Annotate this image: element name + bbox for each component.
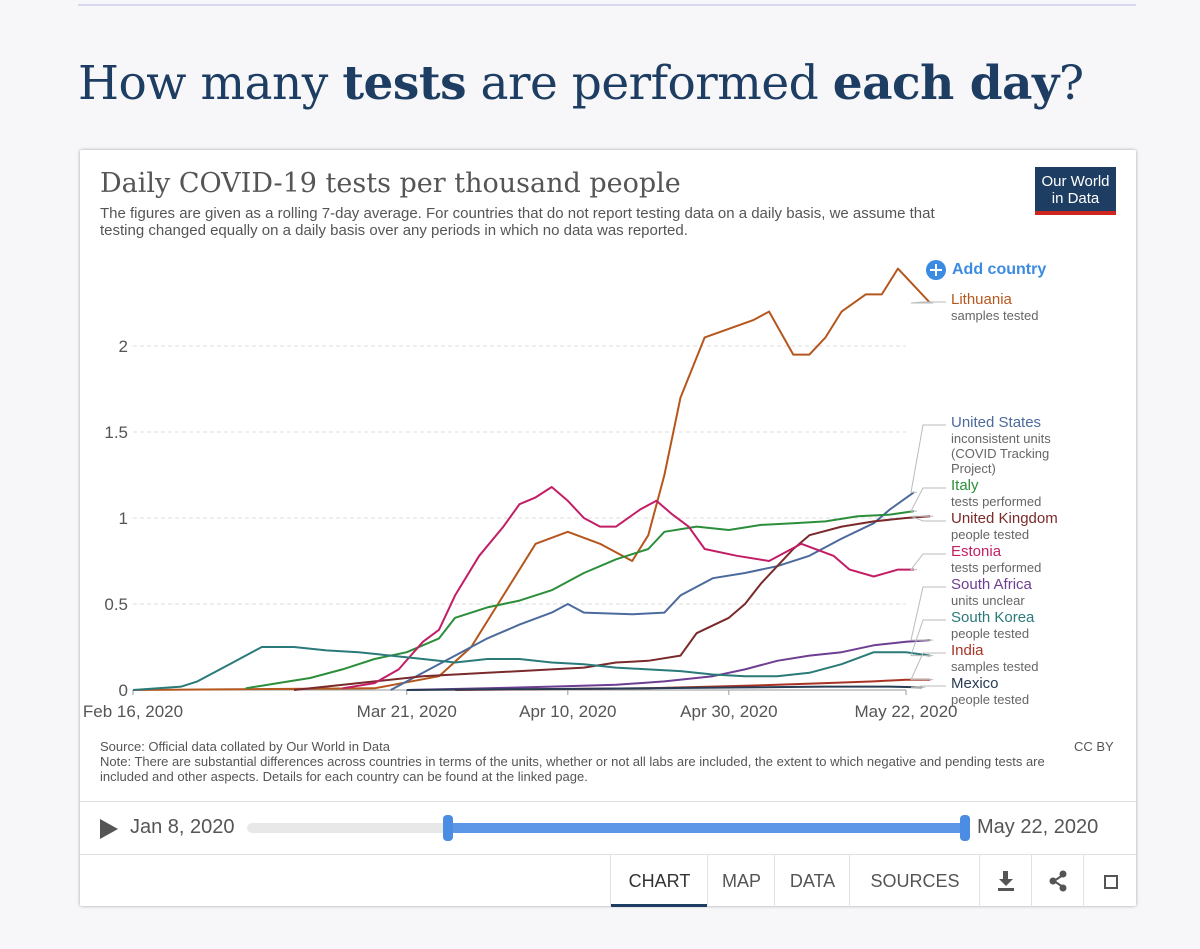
y-tick-label: 0	[119, 681, 128, 700]
legend-sublabel-united-kingdom: people tested	[951, 527, 1029, 542]
x-tick-label: May 22, 2020	[854, 702, 957, 721]
add-country-label: Add country	[952, 261, 1047, 278]
timeline-start-handle[interactable]	[443, 815, 454, 841]
tab-map[interactable]: MAP	[707, 855, 775, 907]
legend-label-united-states: United States	[951, 414, 1041, 431]
legend-sublabel-south-korea: people tested	[951, 626, 1029, 641]
plus-circle-icon	[926, 260, 946, 280]
source-text: Source: Official data collated by Our Wo…	[100, 739, 390, 754]
logo-line-1: Our World	[1041, 173, 1110, 190]
y-tick-label: 1	[119, 509, 128, 528]
series-line-mexico	[406, 685, 923, 691]
legend-sublabel-lithuania: samples tested	[951, 308, 1038, 323]
legend-label-united-kingdom: United Kingdom	[951, 510, 1058, 527]
legend-sublabel-india: samples tested	[951, 659, 1038, 674]
page-title: How many tests are performed each day?	[78, 56, 1084, 111]
legend-label-italy: Italy	[951, 477, 979, 494]
series-line-south-africa	[406, 639, 931, 691]
legend-label-lithuania: Lithuania	[951, 291, 1013, 308]
x-tick-label: Apr 10, 2020	[519, 702, 616, 721]
legend-sublabel-united-states: (COVID Tracking	[951, 446, 1049, 461]
y-tick-label: 0.5	[104, 595, 128, 614]
legend-sublabel-united-states: inconsistent units	[951, 431, 1051, 446]
tab-sources[interactable]: SOURCES	[849, 855, 980, 907]
license-link[interactable]: CC BY	[1074, 739, 1114, 754]
legend-connector	[910, 487, 946, 512]
legend-connector	[909, 553, 946, 571]
y-tick-label: 1.5	[104, 423, 128, 442]
fullscreen-icon[interactable]	[1083, 855, 1136, 907]
timeline-selected-range[interactable]	[448, 823, 965, 833]
legend-connector	[910, 652, 946, 681]
legend-sublabel-mexico: people tested	[951, 692, 1029, 707]
y-tick-label: 2	[119, 337, 128, 356]
source-note: Source: Official data collated by Our Wo…	[100, 739, 1060, 784]
top-divider	[78, 4, 1136, 6]
download-icon[interactable]	[979, 855, 1032, 907]
legend-sublabel-estonia: tests performed	[951, 560, 1041, 575]
line-chart: 0 0.5 1 1.5 2 Feb 16, 2020 Mar 21, 2020 Apr 10,…	[83, 267, 1058, 721]
legend-label-south-africa: South Africa	[951, 576, 1033, 593]
share-icon[interactable]	[1031, 855, 1084, 907]
add-country-button[interactable]: Add country	[926, 260, 1046, 280]
timeline: Jan 8, 2020 May 22, 2020	[80, 801, 1136, 855]
series-line-estonia	[342, 486, 915, 690]
bottom-toolbar: CHART MAP DATA SOURCES	[80, 854, 1136, 907]
legend-connector	[910, 685, 946, 688]
legend-connector	[910, 619, 946, 657]
series-line-italy	[245, 510, 915, 690]
legend-label-south-korea: South Korea	[951, 609, 1035, 626]
legend-connector	[910, 424, 946, 493]
legend-sublabel-united-states: Project)	[951, 461, 996, 476]
chart-title: Daily COVID-19 tests per thousand people	[100, 168, 681, 199]
legend-label-mexico: Mexico	[951, 675, 999, 692]
legend-label-india: India	[951, 642, 984, 659]
legend-sublabel-italy: tests performed	[951, 494, 1041, 509]
tab-data[interactable]: DATA	[774, 855, 850, 907]
legend-label-estonia: Estonia	[951, 543, 1002, 560]
owid-logo[interactable]: Our World in Data	[1035, 167, 1116, 215]
chart-card: Daily COVID-19 tests per thousand people…	[80, 150, 1136, 907]
legend-sublabel-south-africa: units unclear	[951, 593, 1025, 608]
timeline-start-label: Jan 8, 2020	[130, 816, 235, 838]
series-line-lithuania	[132, 267, 931, 691]
tab-chart[interactable]: CHART	[610, 855, 708, 907]
legend-connector	[910, 586, 946, 641]
chart-subtitle: The figures are given as a rolling 7-day…	[100, 205, 935, 239]
timeline-end-label: May 22, 2020	[977, 816, 1099, 838]
note-text: Note: There are substantial differences …	[100, 754, 1045, 784]
legend-connector	[910, 301, 946, 304]
x-tick-label: Apr 30, 2020	[680, 702, 777, 721]
series-line-south-korea	[132, 646, 931, 691]
x-tick-label: Mar 21, 2020	[357, 702, 457, 721]
series-line-united-kingdom	[293, 515, 931, 691]
legend-connector	[910, 515, 946, 522]
logo-line-2: in Data	[1051, 190, 1100, 207]
timeline-end-handle[interactable]	[960, 815, 970, 841]
x-tick-label: Feb 16, 2020	[83, 702, 183, 721]
series-line-united-states	[390, 491, 915, 691]
play-icon[interactable]	[100, 819, 118, 839]
